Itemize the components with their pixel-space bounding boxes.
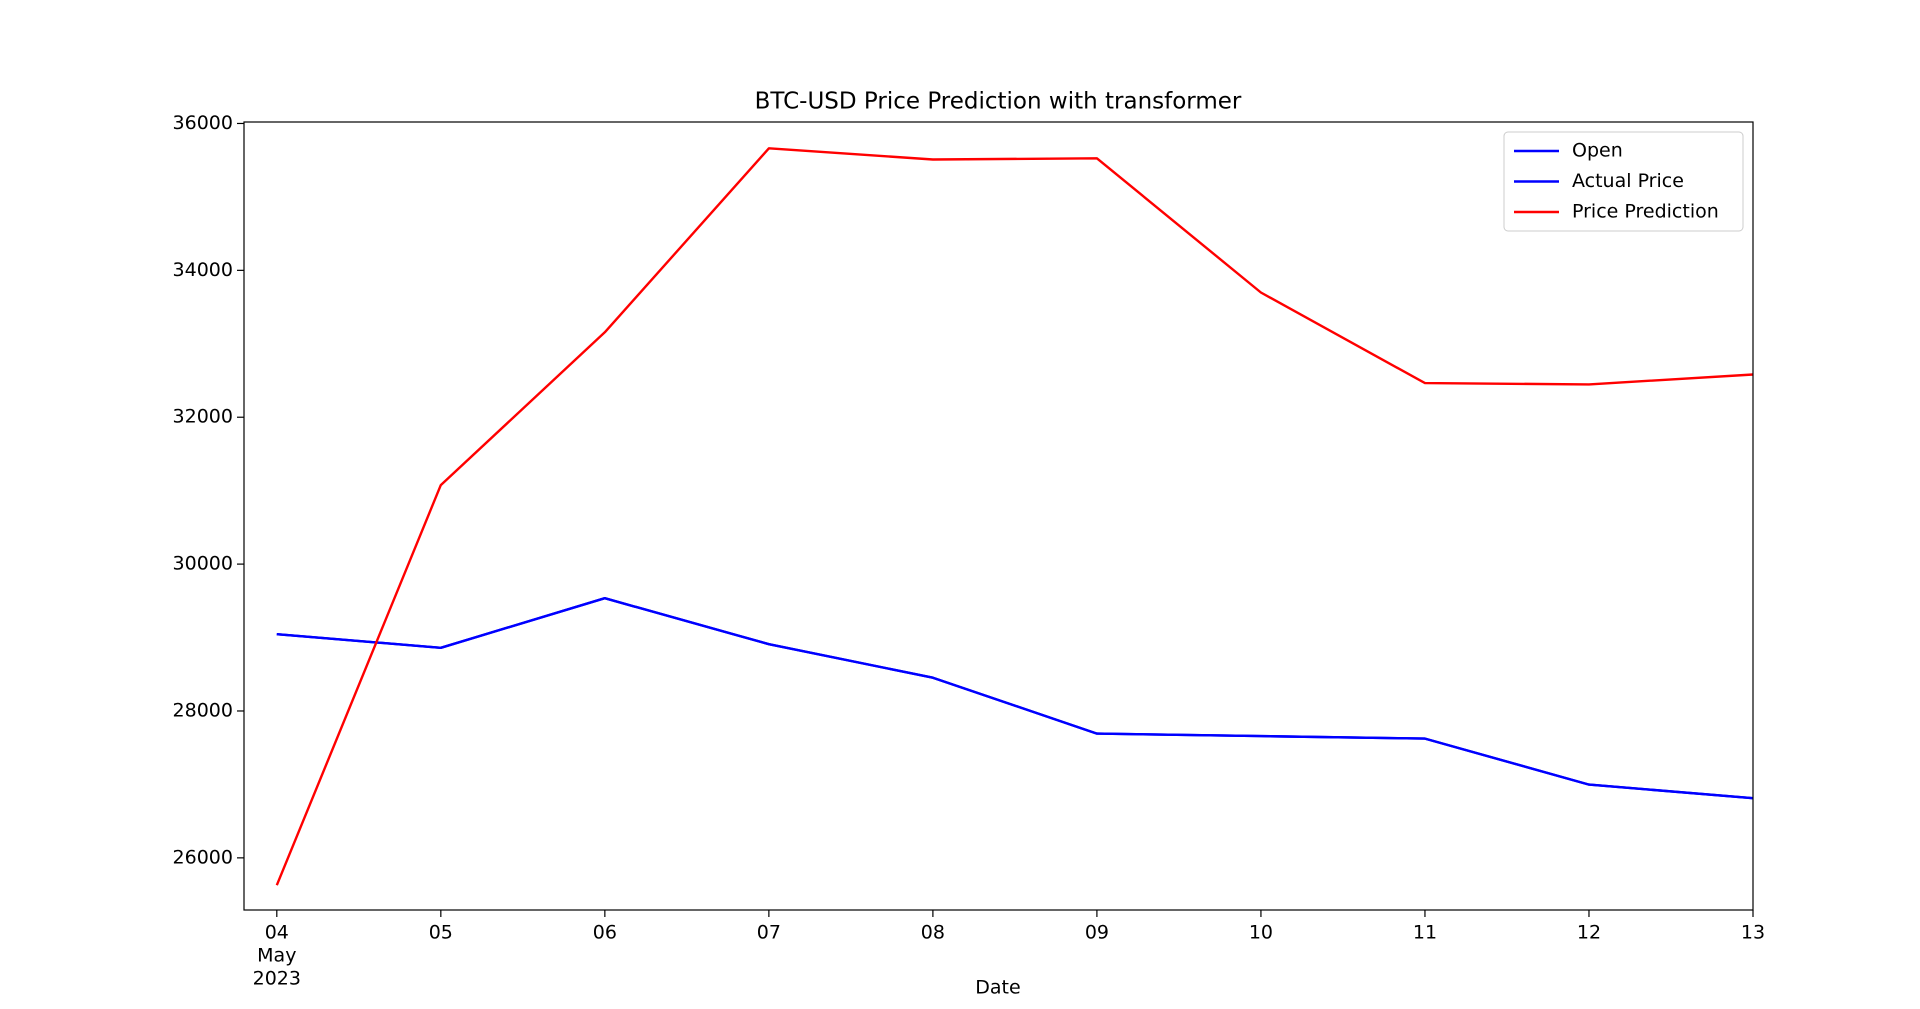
plot-frame bbox=[243, 121, 1754, 911]
y-tick-label: 26000 bbox=[173, 846, 233, 868]
x-year-label: 2023 bbox=[253, 968, 301, 990]
x-tick-label: 04 bbox=[265, 922, 289, 944]
x-month-label: May bbox=[257, 945, 296, 967]
legend: Open Actual Price Price Prediction bbox=[1503, 131, 1744, 232]
y-tick-label: 30000 bbox=[173, 553, 233, 575]
legend-box bbox=[1503, 131, 1744, 232]
x-tick-label: 11 bbox=[1413, 922, 1437, 944]
x-tick-label: 10 bbox=[1249, 922, 1273, 944]
x-tick-label: 07 bbox=[757, 922, 781, 944]
x-tick-label: 12 bbox=[1577, 922, 1601, 944]
chart-title: BTC-USD Price Prediction with transforme… bbox=[755, 89, 1242, 115]
x-tick-label: 05 bbox=[429, 922, 453, 944]
x-tick-label: 13 bbox=[1741, 922, 1765, 944]
y-tick-label: 32000 bbox=[173, 406, 233, 428]
legend-label: Open bbox=[1572, 140, 1623, 162]
legend-label: Price Prediction bbox=[1572, 201, 1719, 223]
y-tick-label: 34000 bbox=[173, 259, 233, 281]
x-axis-label: Date bbox=[975, 977, 1020, 999]
series-line bbox=[275, 147, 1754, 886]
legend-label: Actual Price bbox=[1572, 170, 1684, 192]
x-tick-label: 06 bbox=[593, 922, 617, 944]
y-tick-label: 28000 bbox=[173, 699, 233, 721]
series-line bbox=[276, 597, 1754, 800]
y-tick-label: 36000 bbox=[173, 112, 233, 134]
x-tick-label: 08 bbox=[921, 922, 945, 944]
x-tick-label: 09 bbox=[1085, 922, 1109, 944]
